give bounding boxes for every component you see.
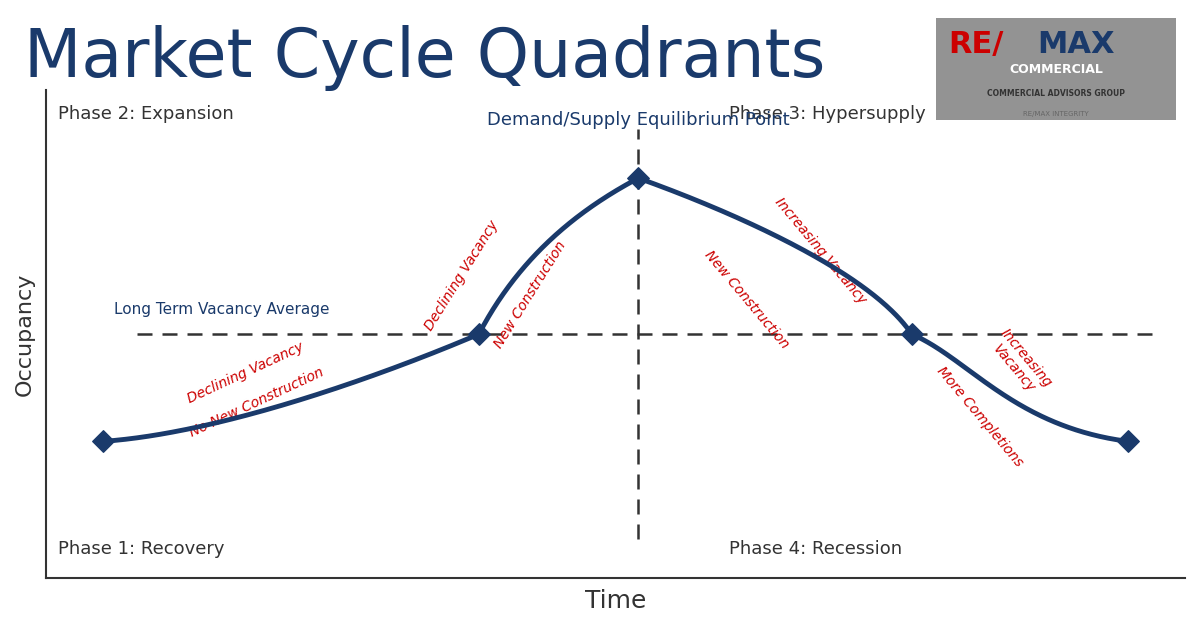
Text: Declining Vacancy: Declining Vacancy [422, 218, 502, 333]
Point [94, 436, 113, 447]
Y-axis label: Occupancy: Occupancy [14, 273, 35, 396]
Text: Phase 4: Recession: Phase 4: Recession [730, 540, 902, 558]
Text: Declining Vacancy: Declining Vacancy [185, 340, 306, 406]
Text: Phase 1: Recovery: Phase 1: Recovery [58, 540, 224, 558]
Point [469, 329, 488, 339]
Text: Phase 2: Expansion: Phase 2: Expansion [58, 105, 233, 123]
Text: RE/: RE/ [948, 30, 1003, 58]
Text: Market Cycle Quadrants: Market Cycle Quadrants [24, 25, 826, 91]
Text: New Construction: New Construction [492, 239, 569, 351]
Text: More Completions: More Completions [934, 364, 1026, 470]
Point [1118, 436, 1138, 447]
Text: Phase 3: Hypersupply: Phase 3: Hypersupply [730, 105, 926, 123]
Text: Increasing
Vacancy: Increasing Vacancy [985, 326, 1055, 401]
Text: COMMERCIAL: COMMERCIAL [1009, 63, 1103, 75]
Text: Long Term Vacancy Average: Long Term Vacancy Average [114, 302, 330, 317]
Text: Demand/Supply Equilibrium Point: Demand/Supply Equilibrium Point [487, 111, 790, 129]
Text: MAX: MAX [1037, 30, 1115, 58]
Text: No New Construction: No New Construction [187, 365, 326, 440]
Text: COMMERCIAL ADVISORS GROUP: COMMERCIAL ADVISORS GROUP [986, 89, 1126, 99]
X-axis label: Time: Time [584, 589, 647, 613]
Text: Increasing Vacancy: Increasing Vacancy [772, 195, 869, 307]
Text: New Construction: New Construction [702, 248, 792, 352]
Point [902, 329, 922, 339]
Point [629, 173, 648, 183]
Text: RE/MAX INTEGRITY: RE/MAX INTEGRITY [1024, 111, 1088, 117]
